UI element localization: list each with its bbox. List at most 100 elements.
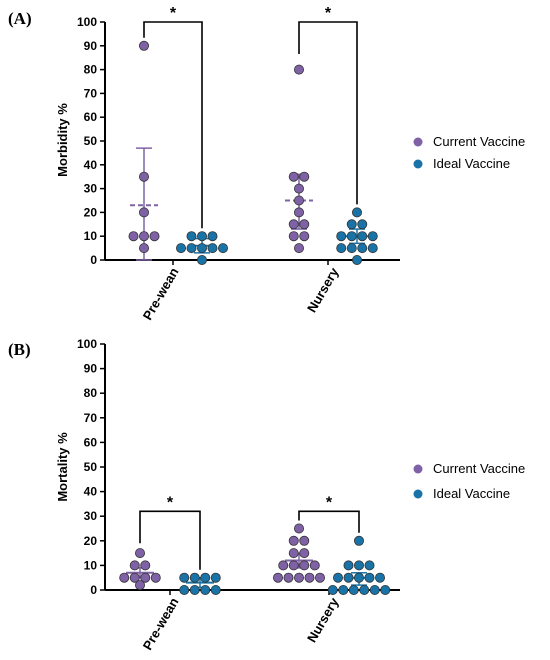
data-point: [186, 231, 197, 242]
data-point: [293, 523, 304, 534]
category-label-pre-wean: Pre-wean: [140, 595, 182, 653]
y-tick-label: 100: [77, 337, 97, 351]
bracket-line: [298, 510, 360, 533]
data-point: [348, 585, 359, 596]
data-point: [196, 231, 207, 242]
data-point: [357, 219, 368, 230]
data-point: [357, 231, 368, 242]
data-point: [304, 572, 315, 583]
data-point: [134, 548, 145, 559]
data-point: [288, 560, 299, 571]
y-tick-label: 50: [84, 460, 98, 474]
data-point: [200, 572, 211, 583]
data-point: [138, 171, 149, 182]
y-axis-title: Morbidity %: [55, 103, 70, 177]
panel-label: (B): [8, 340, 31, 359]
y-tick-label: 100: [77, 15, 97, 29]
significance-label: *: [325, 5, 332, 22]
data-point: [338, 585, 349, 596]
data-point: [196, 243, 207, 254]
data-point: [367, 243, 378, 254]
axes: 0 10 20 30 40 50 60 70 80 90 100: [77, 15, 400, 267]
data-point: [189, 585, 200, 596]
y-tick-label: 60: [84, 435, 98, 449]
significance-label: *: [170, 5, 177, 22]
significance-label: *: [326, 494, 333, 511]
data-point: [119, 572, 130, 583]
data-point: [140, 560, 151, 571]
data-point: [189, 572, 200, 583]
data-point: [207, 243, 218, 254]
legend-marker-ideal: [413, 159, 423, 169]
legend-label-ideal: Ideal Vaccine: [433, 156, 510, 171]
data-point: [343, 572, 354, 583]
series-group: [179, 572, 221, 596]
legend: Current Vaccine Ideal Vaccine: [413, 461, 525, 501]
legend-label-ideal: Ideal Vaccine: [433, 486, 510, 501]
legend-marker-current: [413, 137, 423, 147]
y-tick-label: 40: [84, 485, 98, 499]
bracket-line: [139, 510, 201, 570]
data-point: [288, 535, 299, 546]
data-point: [186, 243, 197, 254]
legend: Current Vaccine Ideal Vaccine: [413, 134, 525, 171]
data-point: [134, 580, 145, 591]
y-tick-label: 70: [84, 86, 98, 100]
legend-label-current: Current Vaccine: [433, 461, 525, 476]
data-point: [293, 572, 304, 583]
data-point: [288, 171, 299, 182]
data-point: [129, 560, 140, 571]
axes: 0 10 20 30 40 50 60 70 80 90 100: [77, 337, 400, 597]
data-point: [299, 535, 310, 546]
y-tick-label: 30: [84, 182, 98, 196]
category-label-pre-wean: Pre-wean: [140, 265, 182, 323]
data-point: [346, 231, 357, 242]
y-tick-label: 0: [90, 253, 97, 267]
significance-label: *: [167, 494, 174, 511]
y-tick-label: 30: [84, 509, 98, 523]
data-point: [175, 243, 186, 254]
y-tick-label: 80: [84, 386, 98, 400]
category-label-nursery: Nursery: [304, 594, 342, 645]
series-group: [128, 40, 160, 261]
data-point: [140, 572, 151, 583]
y-tick-label: 20: [84, 205, 98, 219]
data-point: [207, 231, 218, 242]
series-group: [272, 523, 325, 583]
data-point: [359, 585, 370, 596]
data-point: [293, 183, 304, 194]
data-point: [179, 572, 190, 583]
panel-b: (B) Mortality % Current Vaccine Ideal Va…: [8, 337, 525, 653]
data-point: [380, 585, 391, 596]
data-point: [128, 231, 139, 242]
data-point: [369, 585, 380, 596]
data-point: [364, 572, 375, 583]
y-tick-label: 10: [84, 229, 98, 243]
series-group: [336, 207, 378, 265]
data-point: [179, 585, 190, 596]
y-tick-label: 50: [84, 134, 98, 148]
y-tick-label: 90: [84, 362, 98, 376]
data-point: [210, 585, 221, 596]
data-point: [343, 560, 354, 571]
data-point: [351, 254, 362, 265]
data-point: [278, 560, 289, 571]
data-point: [346, 243, 357, 254]
data-point: [332, 572, 343, 583]
series-group: [175, 231, 228, 265]
data-point: [336, 231, 347, 242]
data-point: [288, 548, 299, 559]
data-point: [299, 219, 310, 230]
legend-label-current: Current Vaccine: [433, 134, 525, 149]
y-tick-label: 20: [84, 534, 98, 548]
data-point: [138, 231, 149, 242]
data-point: [367, 231, 378, 242]
data-point: [138, 40, 149, 51]
data-point: [138, 243, 149, 254]
data-point: [353, 560, 364, 571]
data-point: [353, 535, 364, 546]
data-point: [346, 219, 357, 230]
legend-marker-ideal: [413, 489, 423, 499]
category-label-nursery: Nursery: [304, 264, 342, 315]
